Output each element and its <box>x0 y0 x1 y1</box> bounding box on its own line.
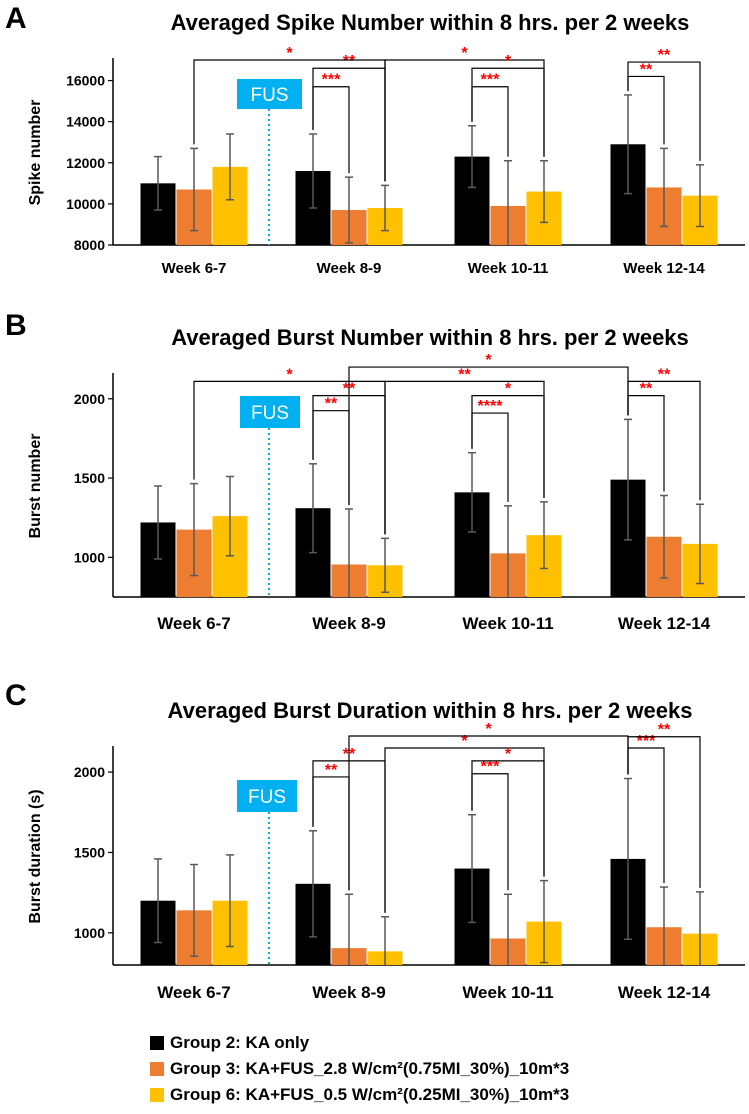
significance-label-a: ** <box>658 47 671 64</box>
legend-item-group6: Group 6: KA+FUS_0.5 W/cm²(0.25MI_30%)_10… <box>150 1082 569 1108</box>
chart-title-b: Averaged Burst Number within 8 hrs. per … <box>171 325 689 350</box>
x-tick-label-c: Week 10-11 <box>462 983 553 1002</box>
legend-label-group2: Group 2: KA only <box>170 1033 310 1052</box>
significance-label-b: ** <box>658 366 671 383</box>
x-tick-label-a: Week 10-11 <box>468 260 549 277</box>
significance-label-c: ** <box>325 762 338 779</box>
significance-bracket-b <box>471 395 545 498</box>
x-tick-label-a: Week 6-7 <box>162 260 227 277</box>
significance-label-a: *** <box>481 72 500 89</box>
x-tick-label-c: Week 12-14 <box>618 983 711 1002</box>
significance-bracket-b <box>312 410 350 505</box>
y-axis-label-a: Spike number <box>27 100 44 206</box>
fus-box-a <box>237 79 302 109</box>
significance-label-c: * <box>485 721 492 738</box>
panel-letter-a: A <box>5 2 27 35</box>
significance-label-c: * <box>505 746 512 763</box>
significance-bracket-c <box>471 760 545 877</box>
significance-label-a: *** <box>322 72 341 89</box>
significance-bracket-a <box>627 75 665 145</box>
y-tick-label-c: 1000 <box>74 925 105 941</box>
significance-bracket-a <box>312 86 350 174</box>
significance-bracket-b <box>627 395 665 492</box>
significance-label-c: *** <box>637 733 656 750</box>
y-tick-label-b: 1000 <box>74 549 105 565</box>
chart-title-a: Averaged Spike Number within 8 hrs. per … <box>171 10 690 35</box>
significance-label-a: * <box>461 45 468 62</box>
y-tick-label-a: 16000 <box>66 73 105 89</box>
significance-label-b: ** <box>640 381 653 398</box>
significance-label-a: * <box>286 45 293 62</box>
legend-label-group3: Group 3: KA+FUS_2.8 W/cm²(0.75MI_30%)_10… <box>170 1059 570 1078</box>
significance-label-b: ** <box>458 366 471 383</box>
significance-label-b: * <box>485 352 492 369</box>
y-tick-label-a: 14000 <box>66 114 105 130</box>
y-axis-label-c: Burst duration (s) <box>27 789 44 923</box>
y-tick-label-a: 12000 <box>66 155 105 171</box>
panel-letter-c: C <box>5 679 27 712</box>
significance-label-b: **** <box>478 398 504 415</box>
significance-label-b: ** <box>325 396 338 413</box>
significance-label-c: *** <box>481 759 500 776</box>
y-axis-label-b: Burst number <box>27 434 44 539</box>
legend-swatch-group2 <box>150 1036 164 1050</box>
y-tick-label-c: 2000 <box>74 764 105 780</box>
significance-bracket-b <box>348 366 629 505</box>
significance-label-a: ** <box>343 53 356 70</box>
fus-box-c <box>237 780 297 812</box>
y-tick-label-a: 8000 <box>74 237 105 253</box>
legend-label-group6: Group 6: KA+FUS_0.5 W/cm²(0.25MI_30%)_10… <box>170 1085 570 1104</box>
fus-label-a: FUS <box>251 85 289 106</box>
fus-box-b <box>240 396 300 428</box>
significance-label-c: * <box>461 733 468 750</box>
y-tick-label-b: 2000 <box>74 391 105 407</box>
chart-title-c: Averaged Burst Duration within 8 hrs. pe… <box>168 698 693 723</box>
x-tick-label-b: Week 12-14 <box>618 614 711 633</box>
legend-swatch-group3 <box>150 1062 164 1076</box>
legend-swatch-group6 <box>150 1088 164 1102</box>
significance-bracket-a <box>627 61 701 161</box>
significance-label-b: * <box>505 381 512 398</box>
legend-item-group2: Group 2: KA only <box>150 1030 569 1056</box>
panel-letter-b: B <box>5 309 27 342</box>
x-tick-label-c: Week 6-7 <box>157 983 230 1002</box>
x-tick-label-b: Week 10-11 <box>462 614 553 633</box>
significance-bracket-c <box>627 736 701 888</box>
x-tick-label-a: Week 12-14 <box>623 260 705 277</box>
significance-bracket-c <box>312 776 350 891</box>
significance-bracket-b <box>627 380 701 501</box>
significance-bracket-a <box>193 59 386 182</box>
x-tick-label-b: Week 8-9 <box>312 614 385 633</box>
significance-bracket-a <box>471 67 545 157</box>
significance-label-a: * <box>505 53 512 70</box>
fus-label-b: FUS <box>251 403 289 424</box>
y-tick-label-a: 10000 <box>66 196 105 212</box>
fus-label-c: FUS <box>248 787 286 808</box>
x-tick-label-b: Week 6-7 <box>157 614 230 633</box>
legend: Group 2: KA only Group 3: KA+FUS_2.8 W/c… <box>150 1030 569 1108</box>
significance-label-b: * <box>286 366 293 383</box>
legend-item-group3: Group 3: KA+FUS_2.8 W/cm²(0.75MI_30%)_10… <box>150 1056 569 1082</box>
significance-label-c: ** <box>658 722 671 739</box>
significance-label-a: ** <box>640 61 653 78</box>
y-tick-label-b: 1500 <box>74 470 105 486</box>
x-tick-label-a: Week 8-9 <box>317 260 382 277</box>
y-tick-label-c: 1500 <box>74 844 105 860</box>
significance-bracket-b <box>471 412 509 502</box>
significance-bracket-a <box>471 86 509 157</box>
x-tick-label-c: Week 8-9 <box>312 983 385 1002</box>
